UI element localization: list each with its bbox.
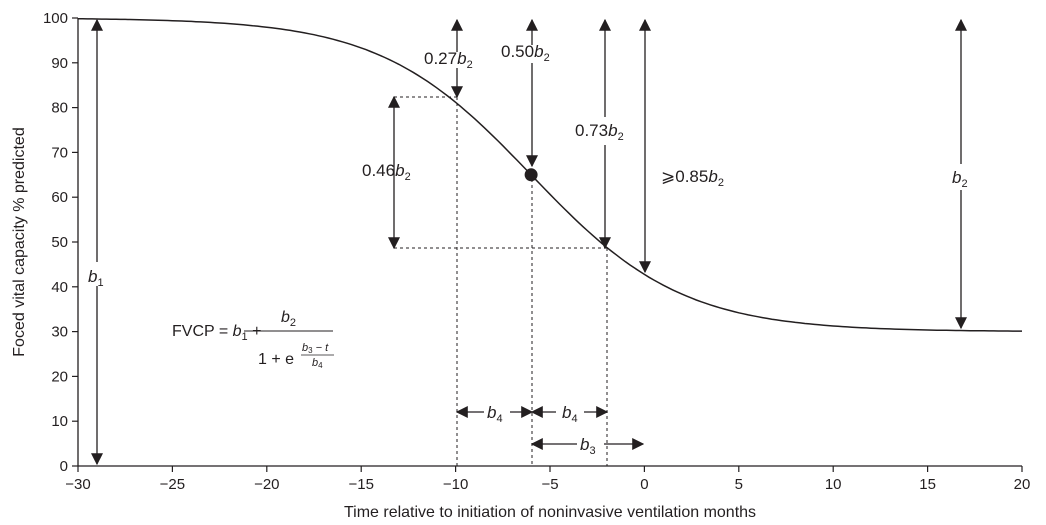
logistic-curve <box>78 18 1022 332</box>
formula-exp-numerator: b3 − t <box>302 342 329 355</box>
x-tick-label: 10 <box>825 476 842 493</box>
formula-denominator: 1 + e <box>258 351 294 368</box>
label-050-b: b <box>534 42 543 61</box>
b2-label-backdrop <box>950 164 972 190</box>
annotation-labels: b1 b2 0.27b2 0.50b2 0.73b2 ⩾0.85b2 0.46b… <box>86 42 972 457</box>
formula-lhs: FVCP = <box>172 323 233 340</box>
label-b2-sub: 2 <box>961 178 967 190</box>
label-073-b: b <box>608 121 617 140</box>
label-b4-right-b: b <box>562 403 571 422</box>
y-tick-label: 0 <box>60 458 68 475</box>
formula-left: FVCP = b1 + <box>172 323 261 343</box>
label-085-num: ⩾0.85 <box>661 167 708 186</box>
annotation-arrows <box>91 18 967 466</box>
x-tick-label: 0 <box>640 476 648 493</box>
label-b2-b: b <box>952 168 961 187</box>
b1-label-backdrop <box>86 262 108 286</box>
073-label-backdrop <box>574 117 636 145</box>
label-b4-left-b: b <box>487 403 496 422</box>
label-073-sub: 2 <box>618 131 624 143</box>
formula-exp-b4-sub: 4 <box>318 361 323 370</box>
label-085-b: b <box>708 167 717 186</box>
y-tick-label: 40 <box>51 279 68 296</box>
y-tick-label: 10 <box>51 413 68 430</box>
formula-exp-denominator: b4 <box>312 357 323 370</box>
x-tick-label: −25 <box>160 476 185 493</box>
y-axis-label: Foced vital capacity % predicted <box>11 127 28 356</box>
formula-exp-b4: b <box>312 357 318 369</box>
formula-exp-b3: b <box>302 342 308 354</box>
formula-exp-rest: − t <box>313 342 330 354</box>
formula-b1-sub: 1 <box>242 331 248 343</box>
label-b4-right-sub: 4 <box>571 413 577 425</box>
label-b1-b: b <box>88 267 97 286</box>
label-073: 0.73b2 <box>575 121 624 143</box>
label-046-num: 0.46 <box>362 161 395 180</box>
y-tick-label: 80 <box>51 100 68 117</box>
y-tick-label: 90 <box>51 55 68 72</box>
label-b3-sub: 3 <box>589 445 595 457</box>
x-tick-label: −15 <box>348 476 373 493</box>
label-b4-left: b4 <box>487 403 503 425</box>
midpoint-marker <box>524 168 538 182</box>
y-tick-label: 20 <box>51 368 68 385</box>
y-tick-label: 30 <box>51 324 68 341</box>
label-050: 0.50b2 <box>501 42 550 64</box>
label-050-sub: 2 <box>544 52 550 64</box>
label-b2: b2 <box>952 168 968 190</box>
label-b3-b: b <box>580 435 589 454</box>
label-046-b: b <box>395 161 404 180</box>
x-axis-ticks: −30 −25 −20 −15 −10 −5 0 5 10 15 20 <box>65 466 1030 493</box>
formula-exp-b3-sub: 3 <box>308 346 313 355</box>
label-b1: b1 <box>88 267 104 289</box>
formula: FVCP = b1 + b2 1 + e b3 − t b4 <box>172 309 334 370</box>
x-tick-label: −20 <box>254 476 279 493</box>
label-b3: b3 <box>580 435 596 457</box>
label-b4-right: b4 <box>562 403 578 425</box>
x-tick-label: −5 <box>541 476 558 493</box>
label-027-num: 0.27 <box>424 49 457 68</box>
label-046-sub: 2 <box>405 171 411 183</box>
x-axis-label: Time relative to initiation of noninvasi… <box>344 504 756 521</box>
formula-b1: b <box>233 323 242 340</box>
x-tick-label: −10 <box>443 476 468 493</box>
formula-numerator: b2 <box>281 309 296 329</box>
x-tick-label: 20 <box>1014 476 1031 493</box>
y-tick-label: 70 <box>51 144 68 161</box>
label-085-sub: 2 <box>718 177 724 189</box>
label-b1-sub: 1 <box>97 277 103 289</box>
label-027-sub: 2 <box>467 59 473 71</box>
y-tick-label: 100 <box>43 10 68 27</box>
formula-num-b: b <box>281 309 290 326</box>
y-axis-ticks: 0 10 20 30 40 50 60 70 80 90 100 <box>43 10 78 475</box>
y-tick-label: 60 <box>51 189 68 206</box>
label-050-num: 0.50 <box>501 42 534 61</box>
label-027: 0.27b2 <box>424 49 473 71</box>
formula-num-sub: 2 <box>290 317 296 329</box>
label-046: 0.46b2 <box>362 161 411 183</box>
guide-lines <box>394 96 608 466</box>
label-027-b: b <box>457 49 466 68</box>
label-b4-left-sub: 4 <box>496 413 502 425</box>
label-085: ⩾0.85b2 <box>661 167 724 189</box>
x-tick-label: 15 <box>919 476 936 493</box>
label-073-num: 0.73 <box>575 121 608 140</box>
y-tick-label: 50 <box>51 234 68 251</box>
x-tick-label: −30 <box>65 476 90 493</box>
x-tick-label: 5 <box>735 476 743 493</box>
